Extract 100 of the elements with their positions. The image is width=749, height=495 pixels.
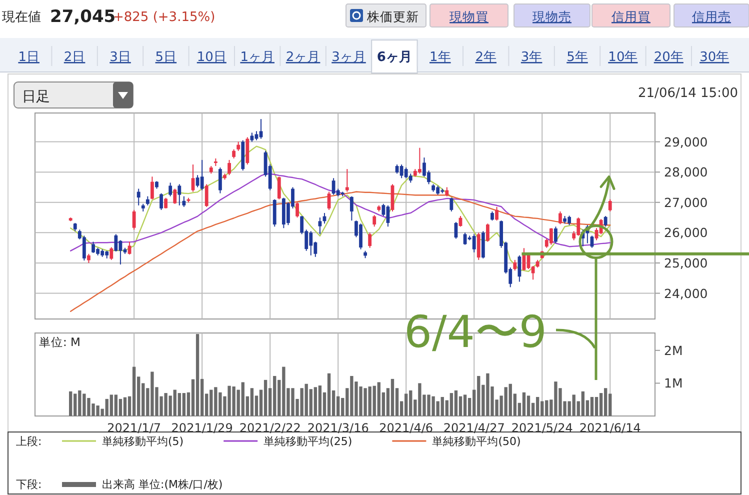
text: 21/06/14 15:00 [638, 86, 738, 101]
x-tick-label: 2021/1/29 [171, 421, 233, 435]
candlestick [350, 196, 354, 222]
bar [264, 380, 268, 416]
bar [594, 396, 598, 416]
text: +825 (+3.15%) [113, 10, 216, 25]
bar [526, 396, 530, 416]
x-tick-label: 2021/2/22 [239, 421, 301, 435]
candlestick [445, 186, 449, 197]
text: 日足 [22, 89, 50, 105]
bar [69, 391, 72, 416]
bar [450, 393, 454, 416]
candlestick [604, 216, 608, 228]
candlestick [418, 147, 422, 174]
candlestick [558, 210, 562, 225]
candlestick [173, 188, 177, 204]
text: 20年 [654, 50, 684, 65]
candlestick [168, 182, 172, 197]
candlestick [87, 253, 90, 264]
candlestick [132, 209, 136, 230]
bar [463, 394, 467, 416]
bar [522, 392, 526, 416]
candlestick [164, 197, 168, 209]
candlestick [146, 196, 150, 206]
text: 3年 [520, 50, 542, 65]
candlestick [554, 226, 558, 244]
text: 5年 [566, 50, 588, 65]
candlestick [182, 196, 186, 208]
legend-label: 出来高 単位:(M株/口/枚) [102, 478, 223, 491]
bar [314, 387, 318, 416]
candlestick [513, 259, 517, 272]
x-tick-label: 2021/3/16 [307, 421, 369, 435]
bar [182, 393, 186, 416]
legend-label: 単純移動平均(25) [264, 435, 352, 448]
legend-title: 上段: [16, 435, 42, 448]
text: 現物買 [450, 9, 488, 24]
x-tick-label: 2021/1/7 [107, 421, 162, 435]
annotation: 6/4〜9 [404, 307, 547, 358]
candlestick [236, 141, 240, 152]
text: 1日 [18, 50, 40, 65]
text: 信用売 [692, 9, 731, 24]
candlestick [228, 159, 231, 176]
x-tick-label: 2021/6/14 [579, 421, 641, 435]
candlestick [218, 167, 222, 194]
bar [318, 385, 322, 416]
candlestick [518, 254, 522, 282]
bar [250, 388, 254, 416]
text: 3ヶ月 [332, 50, 366, 65]
bar [132, 366, 136, 416]
text: 1ヶ月 [240, 50, 274, 65]
bar [114, 394, 118, 416]
candlestick [450, 197, 454, 212]
text: 6ヶ月 [376, 50, 412, 65]
bar [590, 396, 594, 416]
y-tick-label: 1M [664, 376, 683, 391]
candlestick [200, 159, 204, 191]
annotation: 単位: M [39, 335, 80, 349]
candlestick [476, 232, 480, 260]
candlestick [191, 164, 195, 192]
text: 2ヶ月 [286, 50, 320, 65]
y-tick-label: 27,000 [664, 194, 708, 210]
candlestick [345, 168, 349, 192]
candlestick [114, 234, 118, 252]
text: 現在値 [2, 10, 41, 25]
y-tick-label: 25,000 [664, 255, 708, 270]
bar [454, 390, 458, 416]
candlestick [318, 217, 322, 235]
candlestick [277, 176, 281, 200]
candlestick [82, 235, 86, 262]
bar [118, 398, 122, 416]
candlestick [486, 223, 490, 242]
text: 1年 [430, 50, 451, 65]
bar [536, 396, 540, 416]
candlestick [250, 132, 254, 142]
candlestick [296, 202, 299, 218]
candlestick [372, 214, 376, 228]
candlestick [549, 228, 553, 246]
x-tick-label: 2021/4/27 [443, 421, 505, 435]
bar [390, 378, 394, 416]
candlestick [490, 210, 494, 222]
x-tick-label: 2021/5/24 [511, 421, 573, 435]
text: 信用買 [612, 9, 650, 24]
text: 27,045 [50, 7, 116, 27]
candlestick [160, 192, 163, 210]
candlestick [136, 188, 140, 206]
candlestick [204, 184, 208, 208]
text: 30年 [700, 50, 730, 65]
y-tick-label: 28,000 [664, 164, 708, 180]
bar [123, 397, 127, 416]
text: 10日 [196, 50, 226, 65]
candlestick [110, 246, 114, 260]
text: 2日 [64, 50, 86, 65]
bar [604, 388, 608, 416]
legend-title: 下段: [16, 478, 42, 491]
bar [196, 334, 200, 416]
text: 5日 [155, 50, 177, 65]
y-tick-label: 2M [664, 342, 683, 358]
y-tick-label: 26,000 [664, 225, 708, 240]
candlestick [408, 173, 412, 184]
legend-label: 単純移動平均(50) [432, 435, 521, 448]
